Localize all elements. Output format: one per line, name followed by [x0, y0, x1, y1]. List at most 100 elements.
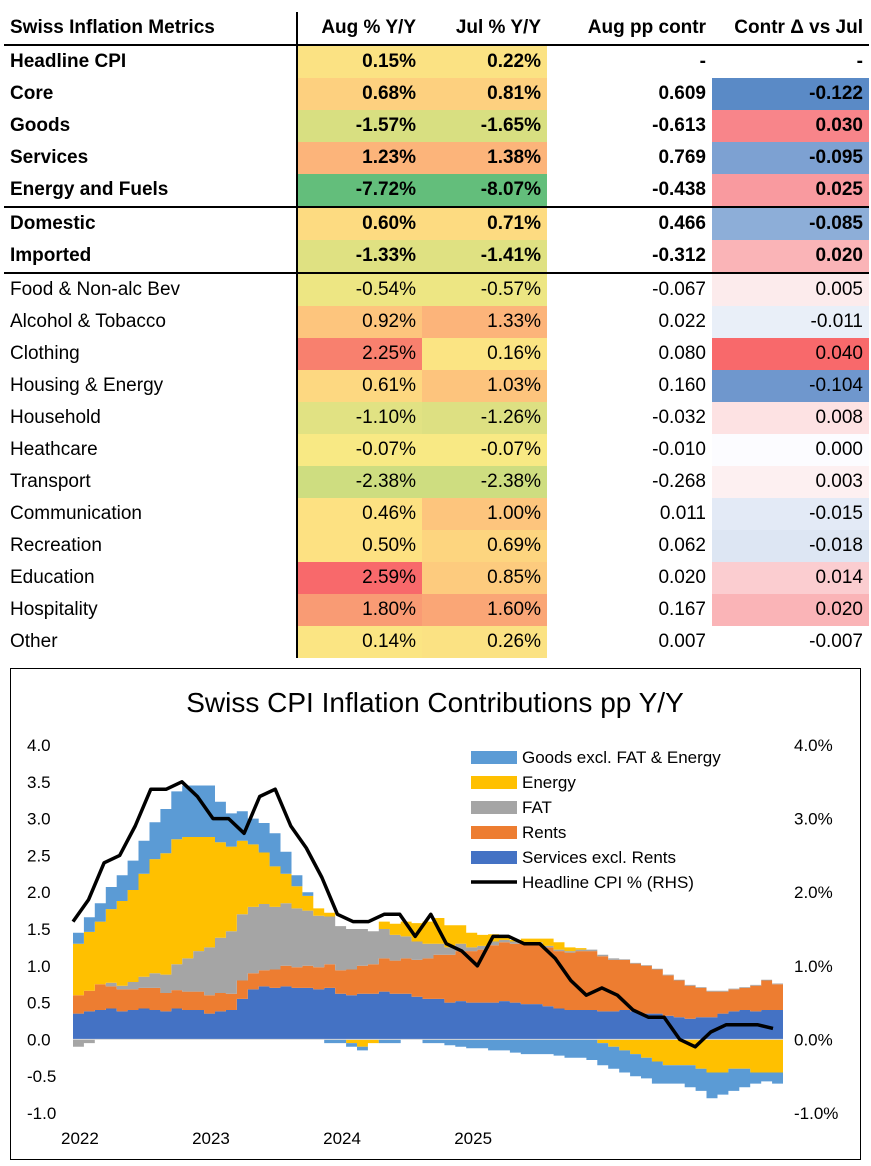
row-label: Clothing: [4, 338, 298, 370]
table-row: Housing & Energy 0.61% 1.03% 0.160 -0.104: [4, 370, 869, 402]
cell-aug-yy: 0.60%: [297, 206, 422, 240]
cell-aug-contr: -0.268: [652, 471, 706, 492]
cell-aug-contr: -0.067: [547, 272, 712, 306]
x-tick-label: 2024: [323, 1129, 361, 1148]
cell-contr-delta: -: [712, 45, 869, 78]
table-row: Energy and Fuels -7.72% -8.07% -0.438 0.025: [4, 174, 869, 207]
cell-aug-contr: 0.167: [658, 599, 706, 620]
cell-aug-contr: -0.312: [652, 245, 706, 266]
y-right-tick-label: 3.0%: [794, 810, 833, 829]
header-jul-yy: Jul % Y/Y: [422, 12, 547, 46]
y-left-tick-label: -1.0: [27, 1104, 56, 1123]
table-body: Headline CPI 0.15% 0.22% - - Core 0.68% 0.81% 0.…: [4, 45, 869, 658]
table-row: Heathcare -0.07% -0.07% -0.010 0.000: [4, 434, 869, 466]
row-label: Hospitality: [4, 594, 298, 626]
header-aug-contr: Aug pp contr: [547, 12, 712, 46]
cell-aug-yy: -1.10%: [297, 402, 422, 434]
cell-contr-delta: -0.085: [712, 206, 869, 240]
cell-aug-yy: 2.25%: [297, 338, 422, 370]
x-tick-label: 2023: [192, 1129, 230, 1148]
cell-jul-yy: -1.26%: [422, 402, 547, 434]
x-tick-label: 2022: [61, 1129, 99, 1148]
cell-contr-delta: 0.030: [712, 110, 869, 142]
cell-jul-yy: 0.69%: [422, 530, 547, 562]
row-label: Communication: [4, 498, 298, 530]
table-row: Domestic 0.60% 0.71% 0.466 -0.085: [4, 206, 869, 240]
row-label: Housing & Energy: [4, 370, 298, 402]
cell-aug-contr: 0.080: [658, 343, 706, 364]
cell-contr-delta: 0.040: [712, 338, 869, 370]
y-left-tick-label: 0.0: [27, 1030, 51, 1049]
cell-aug-contr: 0.007: [658, 631, 706, 652]
row-label: Goods: [4, 110, 298, 142]
row-label: Household: [4, 402, 298, 434]
cell-contr-delta: 0.025: [712, 174, 869, 207]
cell-contr-delta: 0.005: [712, 272, 869, 306]
y-left-tick-label: 2.0: [27, 883, 51, 902]
cell-jul-yy: 1.60%: [422, 594, 547, 626]
table-row: Core 0.68% 0.81% 0.609 -0.122: [4, 78, 869, 110]
cell-contr-delta: -0.007: [712, 626, 869, 658]
y-right-tick-label: 1.0%: [794, 957, 833, 976]
y-left-tick-label: 1.5: [27, 920, 51, 939]
row-label: Alcohol & Tobacco: [4, 306, 298, 338]
cell-contr-delta: 0.020: [712, 240, 869, 273]
cell-jul-yy: 0.26%: [422, 626, 547, 658]
row-label: Energy and Fuels: [4, 174, 298, 207]
cell-aug-yy: 1.23%: [297, 142, 422, 174]
cell-contr-delta: 0.008: [712, 402, 869, 434]
area-series: [73, 837, 783, 1073]
cell-aug-contr: 0.769: [658, 147, 706, 168]
cell-aug-contr: -0.438: [652, 179, 706, 200]
legend-label: Goods excl. FAT & Energy: [522, 748, 721, 767]
cell-aug-contr: -0.032: [652, 407, 706, 428]
table-row: Clothing 2.25% 0.16% 0.080 0.040: [4, 338, 869, 370]
area-series: [73, 942, 783, 1019]
cell-jul-yy: 0.85%: [422, 562, 547, 594]
cell-aug-yy: 0.14%: [297, 626, 422, 658]
area-series: [73, 903, 783, 1047]
header-aug-yy: Aug % Y/Y: [297, 12, 422, 46]
cell-jul-yy: -1.65%: [422, 110, 547, 142]
x-axis: 2022 2023 2024 2025: [61, 1129, 492, 1148]
y-right-tick-label: 0.0%: [794, 1030, 833, 1049]
legend-label: Services excl. Rents: [522, 848, 676, 867]
y-axis-left: 4.0 3.5 3.0 2.5 2.0 1.5 1.0 0.5 0.0 -0.5 -1.0: [27, 736, 56, 1123]
row-label: Food & Non-alc Bev: [4, 272, 298, 306]
cell-aug-yy: 1.80%: [297, 594, 422, 626]
cell-jul-yy: 1.38%: [422, 142, 547, 174]
y-left-tick-label: -0.5: [27, 1067, 56, 1086]
cell-jul-yy: -8.07%: [422, 174, 547, 207]
legend-swatch: [471, 826, 517, 839]
row-label: Other: [4, 626, 298, 658]
y-right-tick-label: -1.0%: [794, 1104, 838, 1123]
table-row: Other 0.14% 0.26% 0.007 -0.007: [4, 626, 869, 658]
cell-aug-contr: 0.609: [658, 83, 706, 104]
legend-swatch: [471, 801, 517, 814]
stacked-areas: [73, 785, 783, 1099]
headline-line: [71, 780, 774, 1049]
y-left-tick-label: 0.5: [27, 994, 51, 1013]
y-right-tick-label: 2.0%: [794, 883, 833, 902]
cell-aug-contr: 0.020: [658, 567, 706, 588]
cell-jul-yy: 1.00%: [422, 498, 547, 530]
table-row: Hospitality 1.80% 1.60% 0.167 0.020: [4, 594, 869, 626]
cell-aug-contr: -: [699, 51, 706, 72]
cell-contr-delta: 0.014: [712, 562, 869, 594]
row-label: Imported: [4, 240, 298, 273]
cell-contr-delta: -0.095: [712, 142, 869, 174]
y-left-tick-label: 4.0: [27, 736, 51, 755]
y-left-tick-label: 3.0: [27, 810, 51, 829]
cell-contr-delta: -0.011: [712, 306, 869, 338]
cell-aug-yy: 0.92%: [297, 306, 422, 338]
cell-jul-yy: -0.07%: [422, 434, 547, 466]
row-label: Headline CPI: [4, 45, 298, 78]
y-left-tick-label: 3.5: [27, 773, 51, 792]
table-row: Services 1.23% 1.38% 0.769 -0.095: [4, 142, 869, 174]
table-row: Household -1.10% -1.26% -0.032 0.008: [4, 402, 869, 434]
cell-aug-yy: -7.72%: [297, 174, 422, 207]
cell-contr-delta: 0.000: [712, 434, 869, 466]
cell-aug-contr: -0.613: [652, 115, 706, 136]
cell-contr-delta: -0.122: [712, 78, 869, 110]
row-label: Services: [4, 142, 298, 174]
